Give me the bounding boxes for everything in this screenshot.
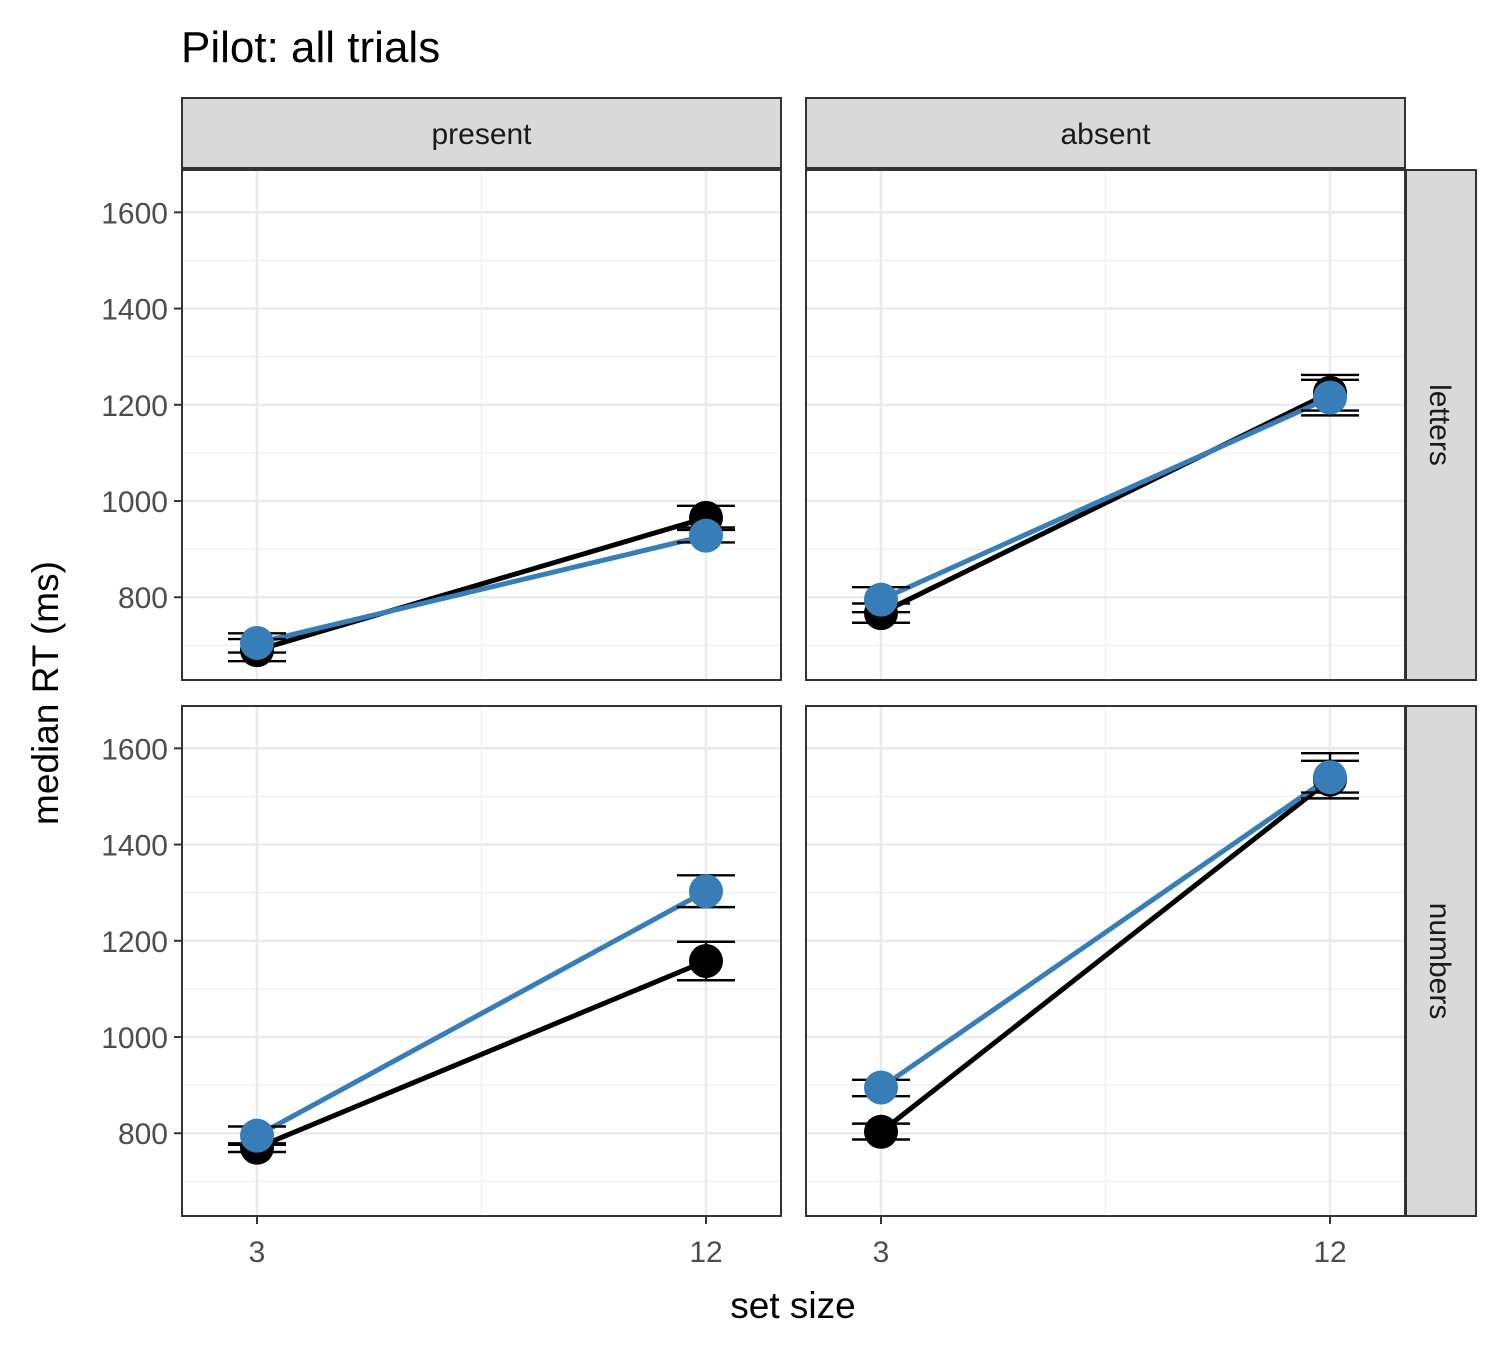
y-tick-label: 1000 bbox=[101, 1022, 168, 1055]
data-point bbox=[864, 1070, 898, 1105]
data-point bbox=[689, 874, 723, 909]
data-point bbox=[240, 625, 274, 660]
panels-layer: present absent letters numbers 800 1000 1200 14… bbox=[101, 97, 1477, 1269]
series-line bbox=[255, 889, 708, 1138]
facet-strip-letters bbox=[1405, 169, 1477, 681]
panel-border bbox=[181, 169, 782, 681]
panel-border bbox=[181, 705, 782, 1217]
y-tick-label: 800 bbox=[118, 1118, 168, 1151]
series-line bbox=[256, 533, 707, 646]
x-tick-label: 12 bbox=[1313, 1236, 1346, 1269]
data-point bbox=[1313, 760, 1347, 795]
data-point bbox=[864, 582, 898, 617]
facet-strip-absent bbox=[805, 97, 1406, 169]
y-tick-label: 1400 bbox=[101, 830, 168, 863]
series-line bbox=[879, 777, 1332, 1134]
series-line bbox=[256, 958, 707, 1150]
x-tick-label: 3 bbox=[873, 1236, 890, 1269]
data-point bbox=[1313, 380, 1347, 415]
series-line bbox=[256, 515, 707, 653]
panel-absent-letters bbox=[805, 169, 1406, 681]
facet-strip-numbers bbox=[1405, 705, 1477, 1217]
series-line bbox=[879, 395, 1332, 602]
panel-absent-numbers bbox=[805, 705, 1406, 1217]
y-tick-label: 1400 bbox=[101, 294, 168, 327]
chart-title: Pilot: all trials bbox=[181, 23, 440, 72]
data-point bbox=[689, 944, 723, 978]
panel-present-letters bbox=[181, 169, 782, 681]
facet-strip-label-present: present bbox=[431, 118, 532, 151]
x-tick-label: 3 bbox=[249, 1236, 266, 1269]
facet-strip-present bbox=[181, 97, 782, 169]
y-axis-title: median RT (ms) bbox=[25, 561, 66, 825]
data-point bbox=[864, 1114, 898, 1149]
panel-border bbox=[805, 705, 1406, 1217]
data-point bbox=[240, 1118, 274, 1153]
x-axis-title: set size bbox=[730, 1285, 855, 1326]
y-tick-label: 1600 bbox=[101, 733, 168, 766]
y-tick-label: 1200 bbox=[101, 926, 168, 959]
y-tick-label: 1200 bbox=[101, 390, 168, 423]
facet-strip-label-numbers: numbers bbox=[1423, 903, 1456, 1020]
data-point bbox=[689, 518, 723, 553]
panel-border bbox=[805, 169, 1406, 681]
panel-present-numbers bbox=[181, 705, 782, 1217]
series-line bbox=[879, 775, 1332, 1090]
facet-strip-label-letters: letters bbox=[1423, 384, 1456, 466]
x-tick-label: 12 bbox=[689, 1236, 722, 1269]
facet-strip-label-absent: absent bbox=[1060, 118, 1151, 151]
y-tick-label: 800 bbox=[118, 582, 168, 615]
y-tick-label: 1600 bbox=[101, 197, 168, 230]
y-tick-label: 1000 bbox=[101, 486, 168, 519]
